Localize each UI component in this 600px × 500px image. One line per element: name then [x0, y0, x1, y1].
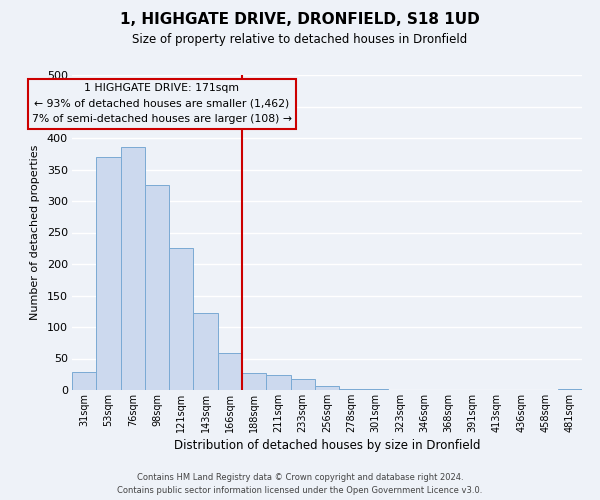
- Bar: [218, 353, 242, 390]
- Bar: [242, 373, 266, 390]
- Text: 1 HIGHGATE DRIVE: 171sqm
← 93% of detached houses are smaller (1,462)
7% of semi: 1 HIGHGATE DRIVE: 171sqm ← 93% of detach…: [32, 83, 292, 124]
- Y-axis label: Number of detached properties: Number of detached properties: [30, 145, 40, 320]
- Text: Size of property relative to detached houses in Dronfield: Size of property relative to detached ho…: [133, 32, 467, 46]
- Bar: [339, 388, 364, 390]
- Bar: [193, 313, 218, 390]
- Text: Contains HM Land Registry data © Crown copyright and database right 2024.
Contai: Contains HM Land Registry data © Crown c…: [118, 473, 482, 495]
- Bar: [290, 378, 315, 390]
- Bar: [315, 386, 339, 390]
- Bar: [266, 375, 290, 390]
- Bar: [121, 148, 145, 390]
- Bar: [145, 185, 169, 390]
- Text: 1, HIGHGATE DRIVE, DRONFIELD, S18 1UD: 1, HIGHGATE DRIVE, DRONFIELD, S18 1UD: [120, 12, 480, 28]
- Bar: [558, 388, 582, 390]
- Bar: [169, 248, 193, 390]
- Bar: [96, 157, 121, 390]
- Bar: [72, 372, 96, 390]
- X-axis label: Distribution of detached houses by size in Dronfield: Distribution of detached houses by size …: [174, 439, 480, 452]
